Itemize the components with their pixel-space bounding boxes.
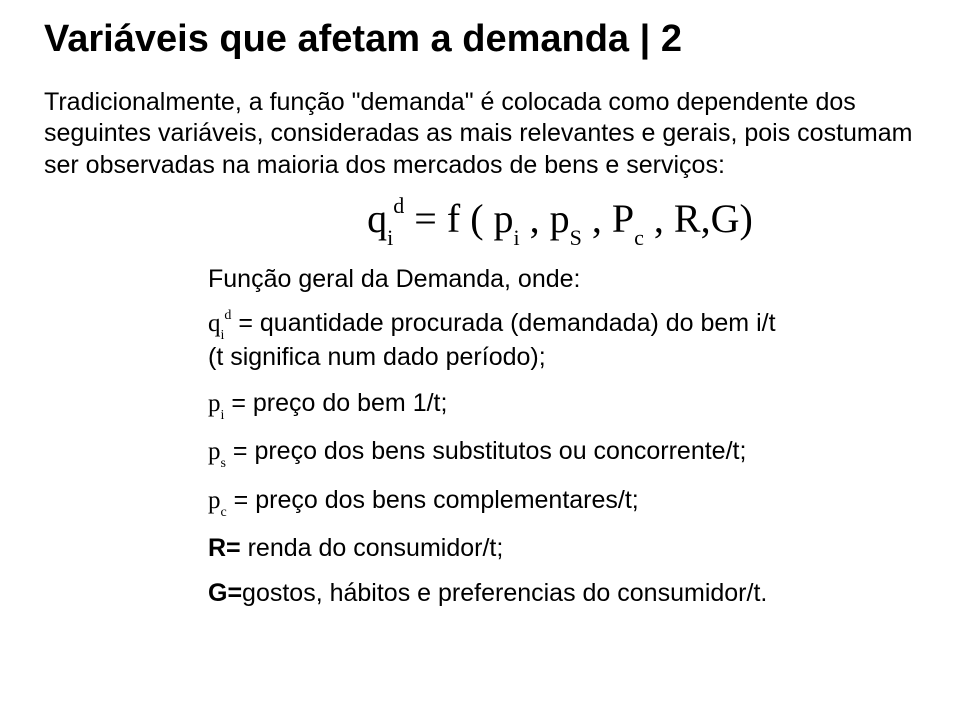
lhs-sub: i (387, 225, 393, 250)
eq-ps: = (226, 437, 255, 465)
arg3-base: P (612, 196, 634, 241)
sym-ps: ps (208, 438, 226, 465)
definitions-block: Função geral da Demanda, onde: qid = qua… (208, 265, 916, 610)
def-ps: ps = preço dos bens substitutos ou conco… (208, 436, 916, 471)
label-g: G= (208, 579, 242, 607)
intro-paragraph: Tradicionalmente, a função "demanda" é c… (44, 87, 916, 181)
f-letter: f (447, 196, 460, 241)
definitions-heading: Função geral da Demanda, onde: (208, 265, 916, 294)
eq-qi: = (231, 309, 260, 337)
demand-function-formula: qid = f ( pi , pS , Pc , R,G) (204, 195, 916, 247)
def-pi: pi = preço do bem 1/t; (208, 388, 916, 423)
label-r: R= (208, 534, 248, 562)
def-g: G=gostos, hábitos e preferencias do cons… (208, 578, 916, 609)
sep3: , (644, 196, 674, 241)
def-qi-text1: quantidade procurada (demandada) do bem … (260, 309, 776, 337)
sep2: , (582, 196, 612, 241)
slide-title: Variáveis que afetam a demanda | 2 (44, 18, 916, 61)
def-r-text: renda do consumidor/t; (248, 534, 504, 562)
sym-pc: pc (208, 487, 227, 514)
eq-pi: = (224, 389, 253, 417)
def-pc: pc = preço dos bens complementares/t; (208, 485, 916, 520)
def-qi-text2: (t significa num dado período); (208, 343, 546, 371)
arg1-base: p (494, 196, 514, 241)
comma-rg: , (701, 196, 711, 241)
arg-g: G (711, 196, 740, 241)
arg2-sub: S (570, 225, 582, 250)
sep1: , (520, 196, 550, 241)
open-paren: ( (460, 196, 493, 241)
equals: = (414, 196, 447, 241)
def-ps-text: preço dos bens substitutos ou concorrent… (254, 437, 746, 465)
arg-r: R (674, 196, 701, 241)
def-pi-text: preço do bem 1/t; (253, 389, 448, 417)
sym-pi: pi (208, 390, 224, 417)
sym-qi: qid (208, 310, 231, 337)
slide: Variáveis que afetam a demanda | 2 Tradi… (0, 0, 960, 610)
eq-pc: = (227, 486, 256, 514)
close-paren: ) (739, 196, 752, 241)
def-g-text: gostos, hábitos e preferencias do consum… (242, 579, 767, 607)
arg3-sub: c (634, 225, 644, 250)
def-pc-text: preço dos bens complementares/t; (255, 486, 639, 514)
def-r: R= renda do consumidor/t; (208, 533, 916, 564)
arg2-base: p (550, 196, 570, 241)
lhs-base: q (367, 196, 387, 241)
def-qi: qid = quantidade procurada (demandada) d… (208, 308, 916, 374)
arg1-sub: i (514, 225, 520, 250)
lhs-sup: d (393, 193, 404, 218)
